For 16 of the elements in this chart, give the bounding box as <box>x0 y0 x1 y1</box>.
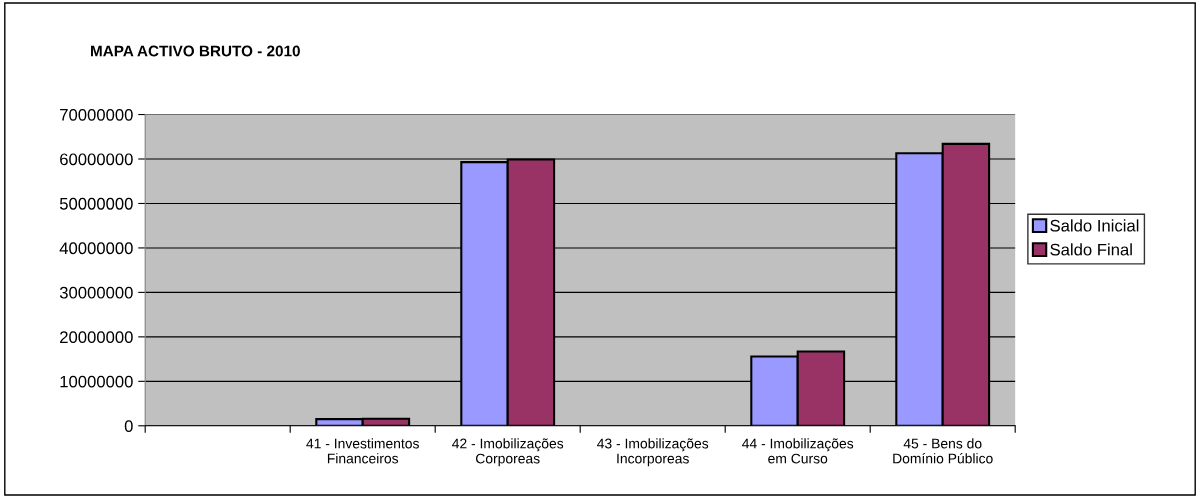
y-tick-label: 30000000 <box>59 286 133 299</box>
y-tick-label: 40000000 <box>59 242 133 255</box>
x-tick-label: 42 - Imobilizações Corporeas <box>452 438 564 467</box>
x-tick-label: 41 - Investimentos Financeiros <box>306 438 419 464</box>
y-tick-label: 10000000 <box>60 375 133 388</box>
y-tick-label: 50000000 <box>59 197 133 210</box>
y-tick-label: 70000000 <box>60 108 133 121</box>
y-tick-label: 0 <box>124 420 133 432</box>
y-tick-label: 60000000 <box>60 153 133 166</box>
chart-title: MAPA ACTIVO BRUTO - 2010 <box>91 45 300 57</box>
legend-label: Saldo Final <box>1050 243 1132 256</box>
y-tick-label: 20000000 <box>60 331 133 344</box>
legend-label: Saldo Inicial <box>1050 219 1139 232</box>
x-tick-label: 43 - Imobilizações Incorporeas <box>597 438 709 467</box>
x-tick-label: 44 - Imobilizações em Curso <box>742 438 854 464</box>
x-tick-label: 45 - Bens do Domínio Público <box>893 438 993 464</box>
